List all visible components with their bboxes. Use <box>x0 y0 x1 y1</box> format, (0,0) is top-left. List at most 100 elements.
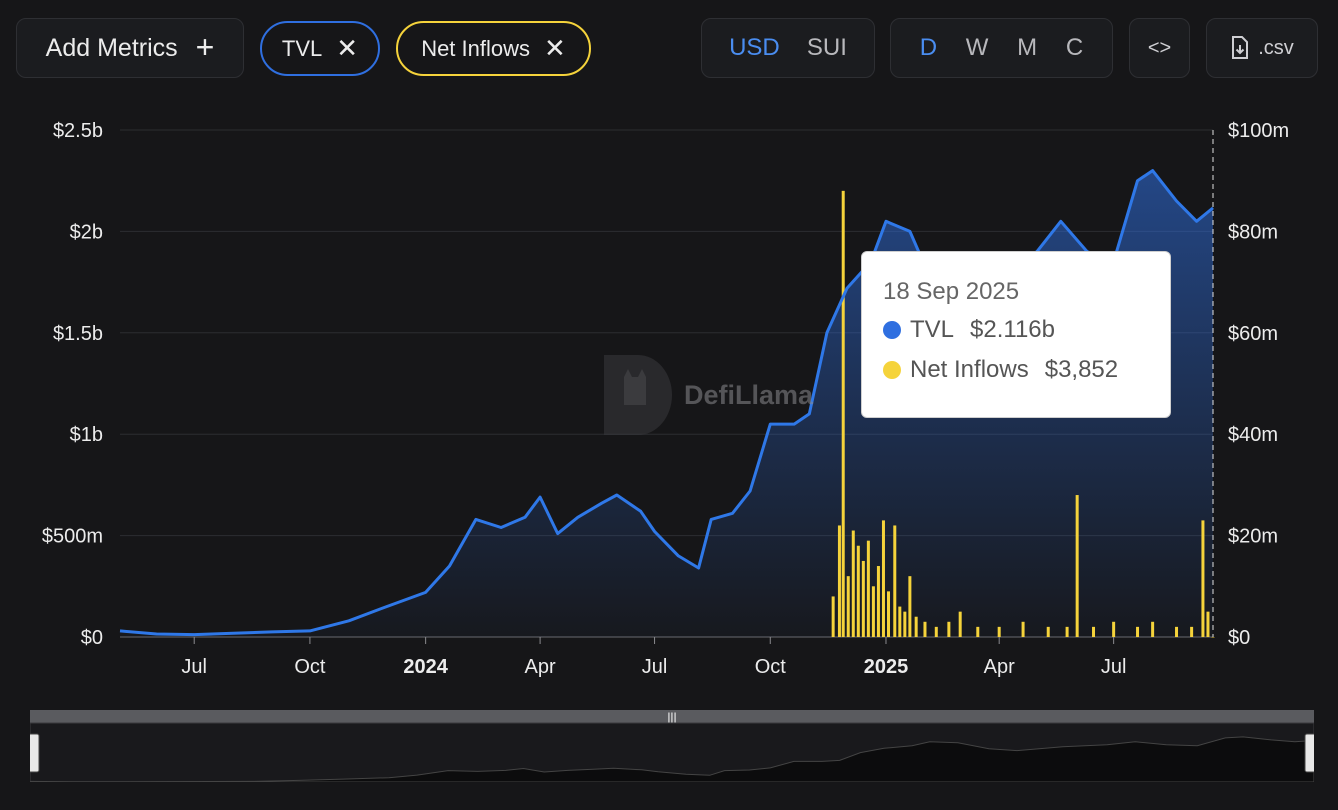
net-inflow-bar <box>914 616 918 637</box>
y-right-tick-label: $40m <box>1228 424 1278 446</box>
net-inflow-bar <box>1112 621 1116 637</box>
period-option-w[interactable]: W <box>965 34 989 61</box>
y-left-tick-label: $1b <box>70 424 103 446</box>
y-left-tick-label: $1.5b <box>53 323 103 345</box>
tooltip-row-inflows: Net Inflows $3,852 <box>883 356 1170 384</box>
net-inflow-bar <box>1046 626 1050 637</box>
net-inflow-bar <box>1175 626 1179 637</box>
llama-logo-icon <box>604 355 672 435</box>
close-icon[interactable]: ✕ <box>336 32 359 63</box>
y-right-tick-label: $60m <box>1228 323 1278 345</box>
download-csv-button[interactable]: .csv <box>1206 18 1318 78</box>
net-inflow-bar <box>976 626 980 637</box>
brush-grip-icon[interactable]: ||| <box>667 710 676 724</box>
net-inflow-bar <box>837 525 841 637</box>
net-inflow-bar <box>886 591 890 637</box>
net-inflow-bar <box>1136 626 1140 637</box>
net-inflow-bar <box>898 606 902 637</box>
y-right-tick-label: $0 <box>1228 627 1250 649</box>
currency-option-usd[interactable]: USD <box>729 34 780 61</box>
net-inflow-bar <box>856 545 860 637</box>
net-inflow-bar <box>1075 495 1079 637</box>
y-left-tick-label: $500m <box>42 526 103 548</box>
period-option-m[interactable]: M <box>1017 34 1038 61</box>
tooltip-inflow-value: $3,852 <box>1044 356 1119 383</box>
net-inflow-bar <box>947 621 951 637</box>
add-metrics-button[interactable]: Add Metrics + <box>16 18 244 78</box>
embed-button[interactable]: <> <box>1129 18 1190 78</box>
net-inflow-bar <box>1211 636 1215 638</box>
tooltip-inflow-label: Net Inflows <box>910 356 1029 383</box>
net-inflow-bar <box>997 626 1001 637</box>
net-inflow-bar <box>958 611 962 637</box>
period-option-d[interactable]: D <box>919 34 938 61</box>
defillama-watermark: DefiLlama <box>600 355 813 435</box>
net-inflow-bar <box>1065 626 1069 637</box>
tooltip-tvl-label: TVL <box>910 316 955 343</box>
net-inflow-bar <box>1092 626 1096 637</box>
net-inflow-bar <box>908 576 912 637</box>
net-inflow-bar <box>841 190 845 637</box>
chip-label-net-inflows: Net Inflows <box>421 35 531 61</box>
x-tick-label: Jul <box>181 656 207 678</box>
currency-option-sui[interactable]: SUI <box>806 34 847 61</box>
y-left-tick-label: $2.5b <box>53 120 103 142</box>
currency-toggle: USD SUI <box>701 18 875 78</box>
code-icon: <> <box>1147 36 1172 59</box>
net-inflow-bar <box>846 576 850 637</box>
tvl-area <box>120 170 1213 637</box>
net-inflow-bar <box>923 621 927 637</box>
y-right-tick-label: $80m <box>1228 221 1278 243</box>
y-left-tick-label: $2b <box>70 221 103 243</box>
net-inflow-bar <box>1021 621 1025 637</box>
brush-handle-left[interactable] <box>30 733 40 773</box>
y-right-tick-label: $100m <box>1228 120 1289 142</box>
net-inflow-bar <box>871 586 875 637</box>
net-inflow-bar <box>876 566 880 637</box>
x-tick-label: Apr <box>525 656 556 678</box>
net-inflow-bar <box>1151 621 1155 637</box>
period-option-c[interactable]: C <box>1065 34 1084 61</box>
metric-chip-net-inflows[interactable]: Net Inflows ✕ <box>396 21 591 76</box>
period-toggle: D W M C <box>890 18 1113 78</box>
x-tick-label: Oct <box>755 656 787 678</box>
x-tick-label: Apr <box>984 656 1015 678</box>
x-tick-label: Oct <box>294 656 326 678</box>
tvl-dot-icon <box>883 321 901 339</box>
x-tick-label: Jul <box>642 656 668 678</box>
add-metrics-label: Add Metrics <box>45 33 178 62</box>
y-right-tick-label: $20m <box>1228 526 1278 548</box>
net-inflow-bar <box>893 525 897 637</box>
chip-label-tvl: TVL <box>281 35 323 61</box>
net-inflow-bar <box>861 560 865 637</box>
range-brush[interactable]: ||| <box>30 710 1314 782</box>
net-inflows-bars <box>831 190 1215 638</box>
tooltip-date: 18 Sep 2025 <box>883 278 1020 305</box>
net-inflow-bar <box>866 540 870 637</box>
tooltip-row-tvl: TVL $2.116b <box>883 316 1170 344</box>
net-inflow-bar <box>881 520 885 637</box>
x-tick-label: Jul <box>1101 656 1127 678</box>
tvl-line <box>119 169 1214 637</box>
close-icon[interactable]: ✕ <box>544 32 566 63</box>
metric-chip-tvl[interactable]: TVL ✕ <box>260 21 380 76</box>
plus-icon: + <box>195 29 215 65</box>
axis-ticks: $0 $0 $500m $20m $1b $40m $1.5b $60m $2b $80m $2.5… <box>42 120 1289 678</box>
x-tick-label: 2024 <box>403 656 448 678</box>
net-inflow-bar <box>1206 611 1210 637</box>
watermark-text: DefiLlama <box>684 379 814 410</box>
y-left-tick-label: $0 <box>81 627 103 649</box>
download-file-icon <box>1232 36 1249 59</box>
net-inflow-bar <box>851 530 855 637</box>
net-inflow-bar <box>903 611 907 637</box>
net-inflow-bar <box>831 596 835 637</box>
brush-handle-right[interactable] <box>1304 733 1314 773</box>
chart-tooltip: 18 Sep 2025 TVL $2.116b Net Inflows $3,8… <box>861 251 1171 418</box>
brush-preview-area <box>30 736 1314 782</box>
tooltip-tvl-value: $2.116b <box>970 316 1055 343</box>
net-inflow-bar <box>1190 626 1194 637</box>
net-inflow-bar <box>934 626 938 637</box>
brush-bar[interactable] <box>30 710 1314 723</box>
csv-label: .csv <box>1258 36 1294 59</box>
